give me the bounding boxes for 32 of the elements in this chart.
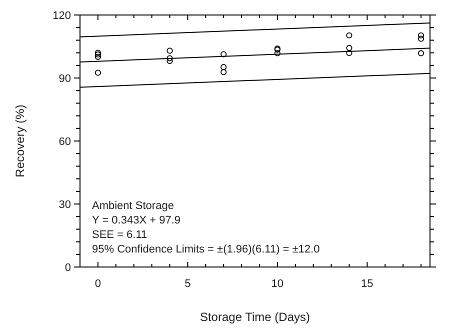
point — [94, 50, 101, 56]
x-tick-label: 10 — [271, 278, 284, 290]
point — [166, 58, 173, 64]
annotation: Ambient Storage — [92, 200, 174, 212]
annotation: SEE = 6.11 — [92, 229, 148, 241]
y-tick-label: 120 — [52, 10, 71, 22]
y-tick-label: 90 — [58, 73, 71, 85]
point — [94, 54, 101, 60]
point — [166, 55, 173, 62]
point — [220, 51, 227, 58]
point — [166, 48, 173, 54]
y-axis-title: Recovery (%) — [13, 104, 27, 178]
point — [418, 36, 424, 42]
point — [220, 69, 227, 76]
point — [94, 70, 101, 76]
point — [94, 51, 101, 58]
x-axis-title: Storage Time (Days) — [200, 310, 310, 324]
x-tick-label: 5 — [184, 278, 191, 290]
annotation: Y = 0.343X + 97.9 — [92, 214, 180, 226]
y-tick-label: 30 — [58, 199, 71, 211]
x-tick-label: 0 — [94, 278, 102, 290]
annotation: 95% Confidence Limits = ±(1.96)(6.11) = ±12.0 — [92, 244, 320, 256]
point — [274, 50, 280, 56]
point — [418, 50, 424, 56]
point — [418, 32, 424, 38]
y-tick-label: 0 — [64, 262, 71, 274]
point — [346, 44, 352, 52]
point — [346, 32, 352, 38]
point — [346, 50, 352, 56]
y-tick-label: 60 — [58, 136, 71, 148]
x-tick-label: 15 — [361, 278, 374, 290]
point — [220, 64, 227, 70]
